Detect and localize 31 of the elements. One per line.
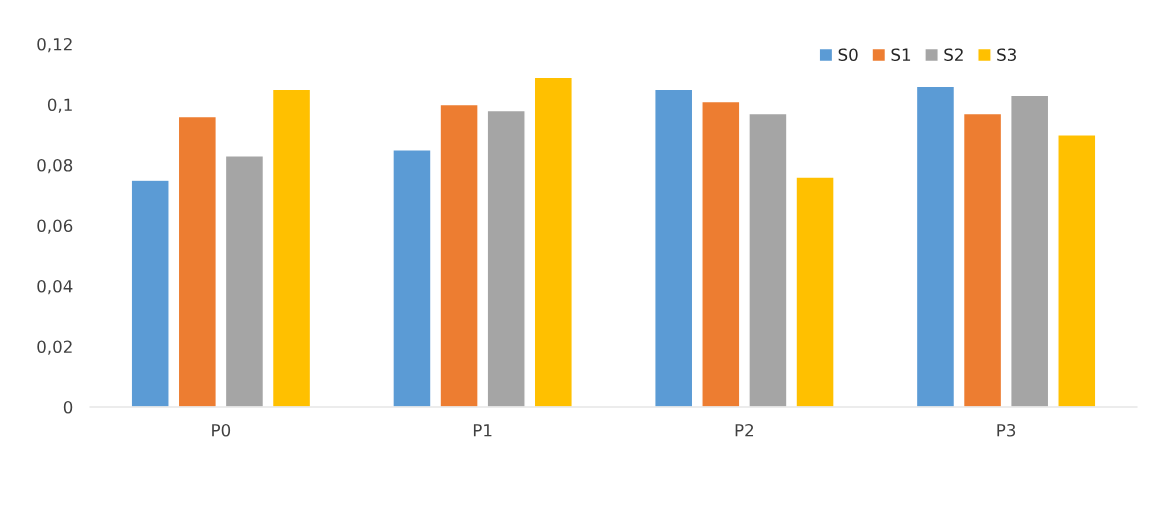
bar xyxy=(962,112,1003,407)
legend-label: S0 xyxy=(838,48,858,62)
x-tick-label: P0 xyxy=(212,423,231,437)
bar xyxy=(533,76,573,407)
y-tick-label: 0,08 xyxy=(37,158,73,174)
bar xyxy=(748,112,788,407)
x-tick-label: P1 xyxy=(473,424,492,437)
bar xyxy=(392,149,432,407)
bar xyxy=(915,85,956,407)
legend-label: S3 xyxy=(997,48,1016,62)
bar xyxy=(701,100,741,407)
y-tick-label: 0,06 xyxy=(37,219,73,234)
x-tick-label: P2 xyxy=(735,423,754,437)
bar xyxy=(439,103,479,407)
x-tick-label: P3 xyxy=(997,423,1016,437)
y-tick-label: 0,04 xyxy=(37,279,73,295)
y-tick-label: 0,02 xyxy=(37,340,72,355)
legend-label: S1 xyxy=(891,48,911,62)
bar xyxy=(1010,94,1050,407)
bar xyxy=(795,176,835,407)
bar xyxy=(130,179,170,407)
y-tick-label: 0,1 xyxy=(47,98,72,113)
bar xyxy=(271,88,312,407)
y-tick-label: 0 xyxy=(63,400,73,414)
bar xyxy=(486,109,526,407)
legend-label: S2 xyxy=(944,48,963,62)
bar xyxy=(654,88,694,407)
y-tick-label: 0,12 xyxy=(37,37,72,53)
bar xyxy=(224,155,265,407)
bar xyxy=(1057,134,1097,407)
bar xyxy=(177,115,217,407)
